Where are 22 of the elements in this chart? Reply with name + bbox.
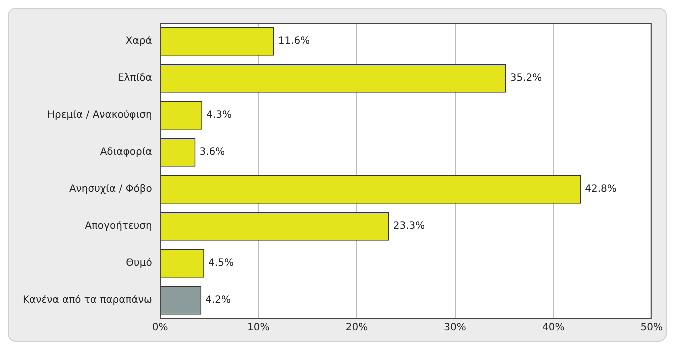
y-tick-label: Απογοήτευση: [85, 221, 152, 232]
y-tick-label: Ανησυχία / Φόβο: [69, 184, 152, 196]
x-tick-label: 40%: [542, 322, 565, 334]
y-tick-label: Ηρεμία / Ανακούφιση: [48, 110, 152, 122]
data-label: 11.6%: [278, 36, 310, 48]
y-tick-label: Αδιαφορία: [100, 147, 153, 158]
data-label: 3.6%: [200, 147, 226, 158]
x-tick-label: 50%: [640, 322, 664, 334]
y-tick-label: Θυμό: [126, 258, 152, 270]
y-tick-label: Ελπίδα: [118, 73, 153, 84]
data-label: 23.3%: [393, 221, 426, 232]
data-label: 4.5%: [208, 258, 234, 270]
y-tick-label: Χαρά: [126, 36, 153, 48]
data-label: 4.2%: [206, 295, 232, 306]
x-tick-label: 0%: [152, 322, 168, 334]
x-tick-label: 30%: [444, 322, 466, 334]
data-label: 35.2%: [510, 73, 542, 84]
y-tick-label: Κανένα από τα παραπάνω: [22, 295, 152, 306]
data-label: 4.3%: [206, 110, 232, 122]
data-label: 42.8%: [585, 184, 617, 196]
x-tick-label: 10%: [248, 322, 270, 334]
x-tick-label: 20%: [346, 322, 368, 334]
